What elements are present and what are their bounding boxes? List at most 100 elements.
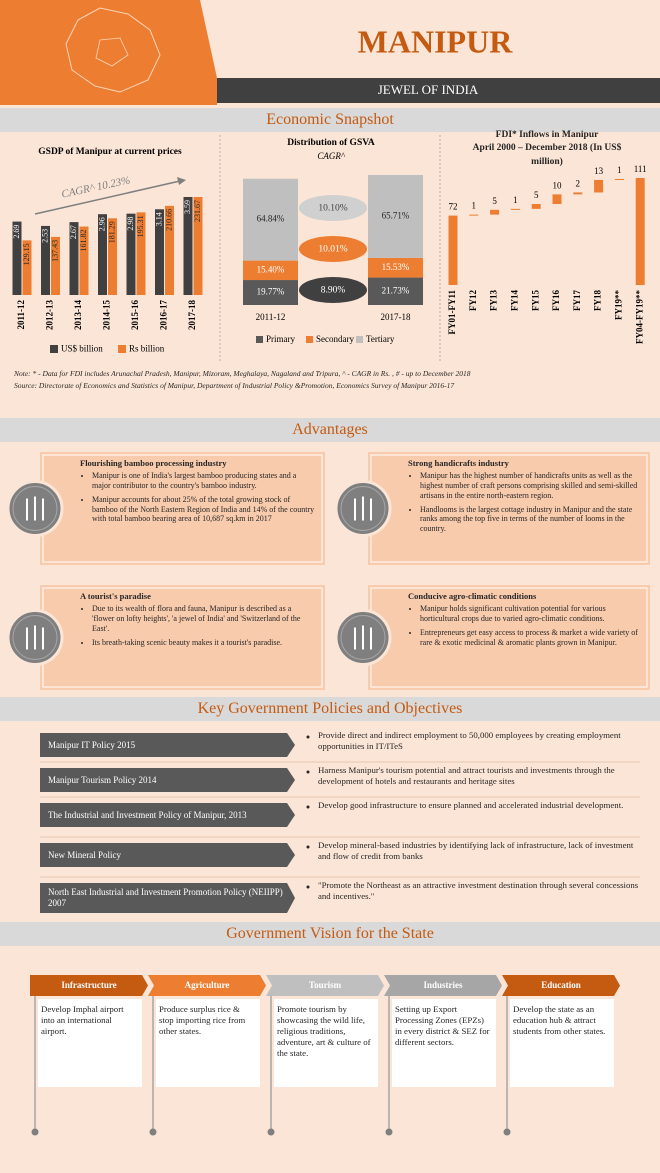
bar xyxy=(98,214,107,295)
card xyxy=(40,452,325,565)
x-tick-label: FY16 xyxy=(551,290,561,311)
card-text: Strong handicrafts industry Manipur has t… xyxy=(408,458,640,538)
bar-value-label: 5 xyxy=(492,196,497,206)
vision-card xyxy=(38,999,142,1087)
policy-objective: Develop good infrastructure to ensure pl… xyxy=(318,800,624,810)
bullet-list: Manipur has the highest number of handic… xyxy=(408,471,640,534)
card xyxy=(40,585,325,690)
chart-subtitle: CAGR^ xyxy=(317,151,345,161)
bullet: Due to its wealth of flora and fauna, Ma… xyxy=(92,604,315,633)
bar-value-label: 137.43 xyxy=(50,240,59,262)
x-tick-label: 2016-17 xyxy=(159,300,169,330)
x-tick-label: FY01-FY11 xyxy=(447,290,457,335)
card xyxy=(368,452,650,565)
bar-value-label: 2.69 xyxy=(12,225,21,239)
card-title: Strong handicrafts industry xyxy=(408,458,509,468)
bar xyxy=(108,218,117,295)
map-outline xyxy=(65,7,161,93)
legend-swatch xyxy=(256,336,263,343)
x-tick-label: FY18 xyxy=(593,290,603,311)
vision-text: Promote tourism by showcasing the wild l… xyxy=(277,1004,371,1058)
bar-value-label: 10 xyxy=(553,180,563,190)
legend-swatch xyxy=(118,345,126,353)
bar xyxy=(51,236,60,295)
segment-label: 19.77% xyxy=(257,287,285,297)
bar-segment xyxy=(243,178,298,261)
x-tick-label: FY19** xyxy=(613,290,623,320)
cagr-oval xyxy=(299,195,367,221)
bar-value-label: 161.82 xyxy=(79,230,88,252)
policy-name: Manipur Tourism Policy 2014 xyxy=(48,774,157,785)
bullet-dot xyxy=(306,845,310,849)
bar xyxy=(510,208,520,210)
vision-card xyxy=(510,999,614,1087)
vision-area: Tourism xyxy=(309,980,342,990)
chart-title: Distribution of GSVA xyxy=(287,138,375,148)
timeline-dot xyxy=(31,1128,39,1136)
policy-objective: Harness Manipur's tourism potential and … xyxy=(318,765,615,787)
x-tick-label: 2011-12 xyxy=(256,312,286,322)
segment-label: 64.84% xyxy=(257,214,285,224)
section-title: Government Vision for the State xyxy=(226,925,434,942)
x-tick-label: 2012-13 xyxy=(45,300,55,330)
x-tick-label: FY17 xyxy=(572,290,582,311)
policy-box xyxy=(40,883,295,913)
timeline-dot xyxy=(503,1128,511,1136)
legend-swatch xyxy=(306,336,313,343)
bar-value-label: 195.31 xyxy=(136,215,145,237)
bullet-list: Manipur is one of India's largest bamboo… xyxy=(80,471,315,524)
bar xyxy=(635,178,645,285)
section-bar xyxy=(0,922,660,946)
bar-value-label: 111 xyxy=(634,164,647,174)
cagr-oval xyxy=(299,236,367,262)
vision-card xyxy=(392,999,496,1087)
section-title: Economic Snapshot xyxy=(266,111,394,128)
card xyxy=(368,585,650,690)
x-tick-label: FY12 xyxy=(468,290,478,311)
vision-text: Produce surplus rice & stop importing ri… xyxy=(159,1004,246,1036)
cagr-arrow xyxy=(34,180,181,215)
bar-segment xyxy=(243,260,298,281)
legend-swatch xyxy=(50,345,58,353)
legend-label: US$ billion xyxy=(61,344,103,354)
policy-objective: "Promote the Northeast as an attractive … xyxy=(318,880,639,902)
bar xyxy=(22,240,32,295)
x-tick-label: 2017-18 xyxy=(187,300,197,330)
legend-label: Tertiary xyxy=(366,334,395,344)
policy-box xyxy=(40,843,295,867)
bar xyxy=(469,214,479,216)
chevron xyxy=(148,975,266,996)
policy-name: North East Industrial and Investment Pro… xyxy=(48,887,283,908)
policy-name: The Industrial and Investment Policy of … xyxy=(48,809,247,820)
card-text: Flourishing bamboo processing industry Ma… xyxy=(80,458,315,528)
x-tick-label: 2015-16 xyxy=(130,300,140,330)
x-tick-label: 2011-12 xyxy=(16,300,26,330)
page-title: MANIPUR xyxy=(358,23,514,59)
x-tick-label: FY14 xyxy=(509,290,519,311)
bar-value-label: 2 xyxy=(576,179,581,189)
section-title: Key Government Policies and Objectives xyxy=(198,700,463,717)
map-district xyxy=(95,37,129,67)
bullet-dot xyxy=(306,770,310,774)
timeline-dot xyxy=(149,1128,157,1136)
section-bar xyxy=(0,418,660,442)
section-title: Advantages xyxy=(292,421,368,438)
note: Source: Directorate of Economics and Sta… xyxy=(14,381,455,390)
bar xyxy=(165,205,174,295)
section-bar xyxy=(0,108,660,132)
bar-value-label: 2.96 xyxy=(97,217,106,231)
icon-glyph xyxy=(354,496,372,521)
policy-objective: Develop mineral-based industries by iden… xyxy=(318,840,634,862)
policy-box xyxy=(40,803,295,827)
x-tick-label: FY13 xyxy=(489,290,499,311)
vision-area: Industries xyxy=(423,980,463,990)
x-tick-label: 2017-18 xyxy=(381,312,411,322)
card-title: Flourishing bamboo processing industry xyxy=(80,458,227,468)
legend-label: Secondary xyxy=(316,334,354,344)
bar-value-label: 13 xyxy=(594,166,604,176)
timeline-dot xyxy=(267,1128,275,1136)
card-title: Conducive agro-climatic conditions xyxy=(408,591,537,601)
bar-value-label: 210.66 xyxy=(164,209,173,231)
note: Note: * - Data for FDI includes Arunacha… xyxy=(14,369,471,378)
